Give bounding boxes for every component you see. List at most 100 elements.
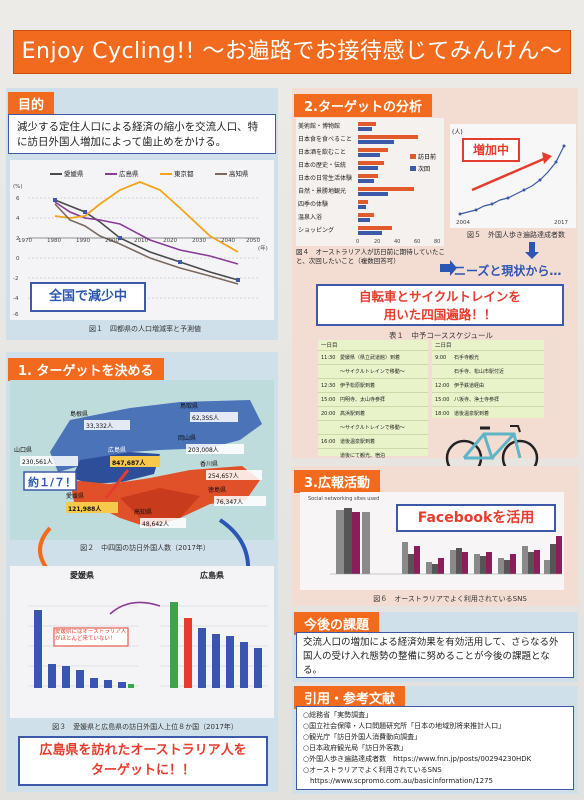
day1-event: 高浜駅到着 [340,411,366,417]
svg-text:0: 0 [16,256,20,262]
legend-tokyo: 東京都 [174,169,194,178]
pref-tokushima-value: 76,347人 [216,499,243,506]
ehime-bar-2 [48,664,56,688]
svg-text:1990: 1990 [76,238,90,244]
svg-text:日本の歴史・伝統: 日本の歴史・伝統 [298,161,346,169]
legend-kochi: 高知県 [229,169,249,178]
sns-chart-title: Social networking sites used [308,496,379,502]
day1-row: 道後にて観光、宿泊 [318,448,428,462]
day1-time: 16:00 [321,438,336,445]
conclusion-box: 広島県を訪れたオーストラリア人を ターゲットに！！ [18,736,268,786]
bicycle-image [445,425,539,477]
day1-event: 道後にて観光、宿泊 [340,453,386,459]
pref-shimane-name: 島根県 [70,410,88,418]
pref-shimane-value: 33,332人 [86,423,113,430]
day1-time: 11:30 [321,354,336,361]
svg-text:-6: -6 [13,312,19,318]
ehime-note: 愛媛県にはオーストラリア人がほとんど来ていない！ [55,629,127,642]
pref-kagawa-name: 香川県 [200,460,218,468]
legend-hiroshima: 広島県 [119,169,139,178]
ehime-bar-4 [76,670,84,688]
pilgrim-unit: (人) [452,129,463,136]
hiroshima-bar-7 [254,648,262,688]
target-header: 1. ターゲットを決める [8,358,164,381]
day1-row: 15:00 円明寺、太山寺参拝 [318,392,428,406]
day2-time: 9:00 [435,354,447,361]
day1-row: 16:00 道後温泉駅到着 [318,434,428,448]
day1-event: 道後温泉駅到着 [340,439,376,445]
day2-row: 9:00 石手寺観光 [432,350,544,364]
hiroshima-bar-4 [212,634,220,688]
pref-yamaguchi-name: 山口県 [14,446,32,454]
svg-text:80: 80 [434,239,440,245]
svg-text:(年): (年) [258,244,268,252]
day1-time: 20:00 [321,410,336,417]
pref-yamaguchi-value: 230,561人 [22,459,53,466]
day2-time: 18:00 [435,410,450,417]
pref-okayama-name: 岡山県 [178,434,196,442]
day2-time: 12:00 [435,382,450,389]
ehime-bar-3 [62,666,70,688]
day2-row: 18:00 道後温泉駅到着 [432,406,544,420]
day2-row: 15:00 八坂寺、浄土寺参拝 [432,392,544,406]
proposal-line1: 自転車とサイクルトレインを [359,289,521,304]
mokuteki-text: 減少する定住人口による経済の縮小を交流人口、特に訪日外国人増加によって歯止めをか… [8,114,276,154]
day2-event: 石手寺観光 [454,355,480,361]
svg-text:-2: -2 [13,276,18,282]
legend-before: 訪日前 [418,153,436,161]
proposal-line2: 用いた四国遍路！！ [383,307,497,322]
svg-text:2010: 2010 [134,238,148,244]
svg-text:日本の日常生活体験: 日本の日常生活体験 [298,174,352,182]
svg-text:日本食を食べること: 日本食を食べること [298,135,352,143]
svg-text:2030: 2030 [192,238,206,244]
top8-bar-charts: 愛媛県 広島県 愛媛県にはオーストラリア人がほとんど来ていない！ [10,566,274,718]
pr-header: 3.広報活動 [294,470,380,493]
hiroshima-bar-2 [184,618,192,688]
poster-title: Enjoy Cycling!! ～お遍路でお接待感じてみんけん～ [13,30,571,74]
legend-next: 次回 [418,165,430,173]
figure1-caption: 図１ 四都県の人口増減率と予測値 [89,325,201,333]
future-header: 今後の課題 [294,612,380,635]
figure3-caption: 図３ 愛媛県と広島県の訪日外国人上位８か国（2017年） [52,723,238,731]
svg-text:ショッピング: ショッピング [298,226,334,234]
hiroshima-bar-6 [240,642,248,688]
hiroshima-bar-3 [198,628,206,688]
decline-callout: 全国で減少中 [30,282,146,312]
pref-tottori-value: 62,3SS人 [192,415,219,422]
svg-text:60: 60 [414,239,420,245]
ehime-bar-6 [104,680,112,688]
day2-time: 15:00 [435,396,450,403]
series-line-tokyo [54,181,239,253]
ehime-bar-5 [90,678,98,688]
schedule-day2: 二日目 9:00 石手寺観光 石手寺、松山市駅付近 12:00 伊予鉄道経由 15:00 八… [432,340,544,418]
figure5-caption: 図５ 外国人歩き遍路達成者数 [467,231,565,239]
figure2-caption: 図２ 中四国の訪日外国人数（2017年） [80,544,210,552]
series-line-kochi [54,203,239,285]
hiroshima-bar-australia [170,602,178,688]
legend-ehime: 愛媛県 [64,169,84,178]
ref-item: ○総務省「実勢調査」 [303,711,373,719]
arrow-down-icon [525,242,539,259]
facebook-callout: Facebookを活用 [396,504,556,532]
ratio-callout: 約１/７！ [28,475,76,489]
svg-text:0: 0 [356,239,359,245]
svg-text:40: 40 [394,239,400,245]
ref-item: ○日本政府観光局「訪日外客数」 [303,744,408,752]
day1-label: 一日目 [321,343,338,349]
y-unit: (%) [13,184,23,190]
pref-tottori-name: 鳥取県 [180,402,198,410]
pref-ehime-value: 121,988人 [68,505,102,513]
arrow-right-icon [440,260,457,276]
svg-text:自然・景勝地観光: 自然・景勝地観光 [298,187,346,195]
day1-row: 12:30 伊予松原駅到着 [318,378,428,392]
mokuteki-header: 目的 [8,92,55,115]
ehime-bar-australia [128,684,134,688]
svg-text:20: 20 [374,239,380,245]
svg-text:4: 4 [16,216,20,222]
day2-row: 石手寺、松山市駅付近 [432,364,544,378]
svg-text:2040: 2040 [221,238,235,244]
svg-text:-4: -4 [13,296,19,302]
day1-row: ～サイクルトレインで移動～ [318,364,428,378]
ref-item: ○オーストラリアでよく利用されているSNS [303,766,442,774]
pref-hiroshima-name: 広島県 [108,446,126,454]
